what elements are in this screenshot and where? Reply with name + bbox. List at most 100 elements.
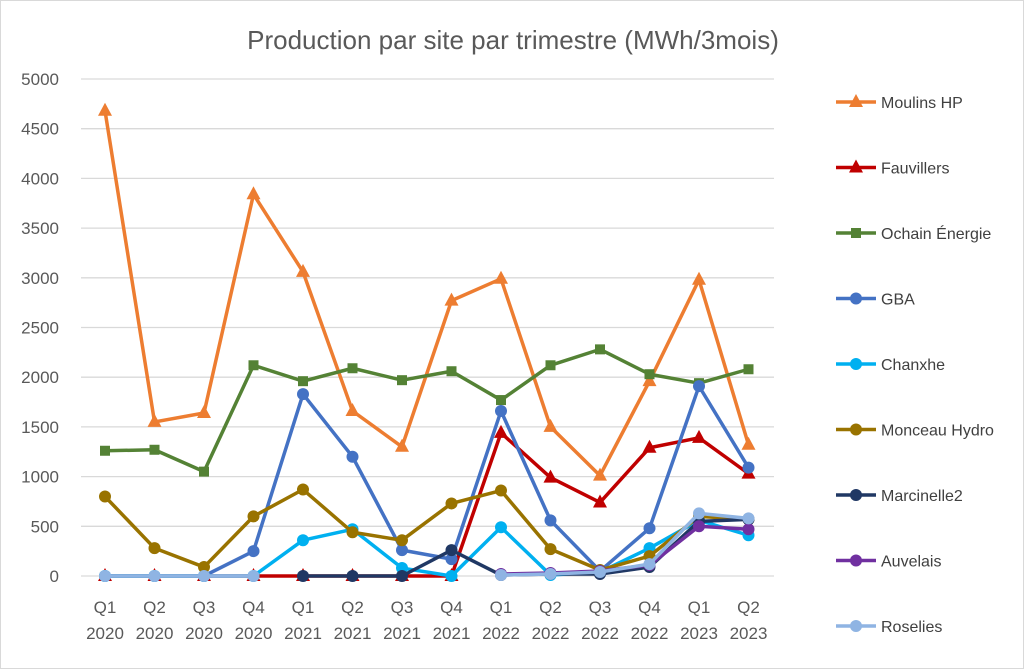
legend-label: Chanxhe	[881, 357, 945, 374]
data-point	[297, 483, 309, 496]
data-point	[446, 366, 457, 377]
data-point	[99, 570, 111, 582]
x-tick-label: 2021	[383, 624, 421, 643]
data-point	[395, 438, 409, 452]
series-marcinelle2	[297, 513, 755, 582]
x-tick-label: Q2	[143, 598, 166, 617]
data-point	[149, 444, 160, 455]
data-point	[850, 358, 862, 370]
x-tick-label: 2020	[235, 624, 273, 643]
y-tick-label: 4000	[21, 169, 59, 188]
data-point	[642, 439, 657, 453]
data-point	[247, 510, 260, 523]
data-point	[543, 418, 558, 432]
x-tick-label: Q1	[292, 598, 315, 617]
data-point	[593, 467, 607, 481]
data-point	[851, 228, 861, 238]
x-tick-label: 2023	[680, 624, 718, 643]
y-tick-label: 0	[50, 567, 59, 586]
data-point	[742, 512, 755, 525]
chart-title: Production par site par trimestre (MWh/3…	[247, 25, 779, 55]
data-point	[495, 484, 507, 497]
data-point	[849, 94, 863, 107]
data-point	[850, 554, 862, 567]
data-point	[643, 558, 656, 571]
data-point	[445, 553, 458, 566]
x-tick-label: Q2	[737, 598, 760, 617]
x-tick-label: Q4	[638, 598, 661, 617]
data-point	[643, 522, 656, 535]
data-point	[444, 292, 459, 306]
y-tick-label: 3500	[21, 219, 59, 238]
data-point	[495, 569, 507, 582]
data-point	[741, 436, 756, 450]
data-point	[850, 292, 862, 305]
data-point	[296, 263, 310, 277]
data-point	[494, 424, 508, 438]
data-point	[147, 413, 162, 427]
legend-label: GBA	[881, 292, 915, 309]
x-tick-label: Q1	[490, 598, 513, 617]
data-point	[247, 545, 260, 558]
x-tick-label: 2020	[136, 624, 174, 643]
x-tick-label: 2020	[86, 624, 124, 643]
data-point	[850, 620, 862, 632]
series-line	[103, 487, 749, 572]
data-point	[743, 364, 754, 375]
legend-label: Moulins HP	[881, 95, 963, 112]
data-point	[644, 369, 655, 380]
series-line	[104, 347, 749, 474]
y-tick-label: 2500	[21, 319, 59, 338]
x-tick-label: Q4	[440, 598, 463, 617]
data-point	[742, 461, 755, 474]
x-tick-label: 2023	[730, 624, 768, 643]
x-tick-label: 2022	[482, 624, 520, 643]
legend-label: Auvelais	[881, 554, 941, 571]
y-tick-label: 2000	[21, 368, 59, 387]
data-point	[849, 159, 863, 173]
data-point	[693, 507, 705, 520]
data-point	[850, 423, 862, 436]
x-tick-label: 2022	[631, 624, 669, 643]
data-point	[445, 497, 458, 510]
data-point	[494, 270, 508, 284]
y-tick-label: 1500	[21, 418, 59, 437]
x-tick-label: Q1	[94, 598, 117, 617]
data-point	[346, 526, 359, 539]
data-point	[248, 360, 259, 371]
series-ochain-énergie	[100, 344, 754, 477]
data-point	[397, 375, 407, 386]
data-point	[246, 186, 261, 200]
y-tick-label: 5000	[21, 70, 59, 89]
data-point	[98, 102, 112, 116]
x-tick-label: 2020	[185, 624, 223, 643]
x-tick-label: Q1	[688, 598, 711, 617]
series-line	[105, 384, 750, 578]
x-tick-label: Q4	[242, 598, 265, 617]
legend-label: Roselies	[881, 619, 942, 636]
data-point	[496, 395, 506, 406]
data-point	[544, 514, 557, 527]
data-point	[198, 561, 210, 574]
data-point	[99, 490, 111, 503]
data-point	[297, 570, 309, 582]
data-point	[297, 388, 309, 401]
data-point	[693, 520, 705, 533]
x-tick-label: Q2	[341, 598, 364, 617]
data-point	[148, 542, 161, 555]
data-point	[593, 494, 607, 508]
series-chanxhe	[99, 514, 755, 582]
series-moulins-hp	[98, 102, 756, 481]
x-tick-label: 2022	[581, 624, 619, 643]
legend-label: Ochain Énergie	[881, 224, 991, 243]
data-point	[495, 521, 507, 534]
data-point	[693, 380, 705, 393]
data-point	[692, 271, 706, 285]
data-point	[346, 450, 359, 463]
x-tick-label: 2021	[284, 624, 322, 643]
legend-label: Marcinelle2	[881, 488, 963, 505]
y-tick-label: 1000	[21, 468, 59, 487]
data-point	[850, 489, 862, 501]
